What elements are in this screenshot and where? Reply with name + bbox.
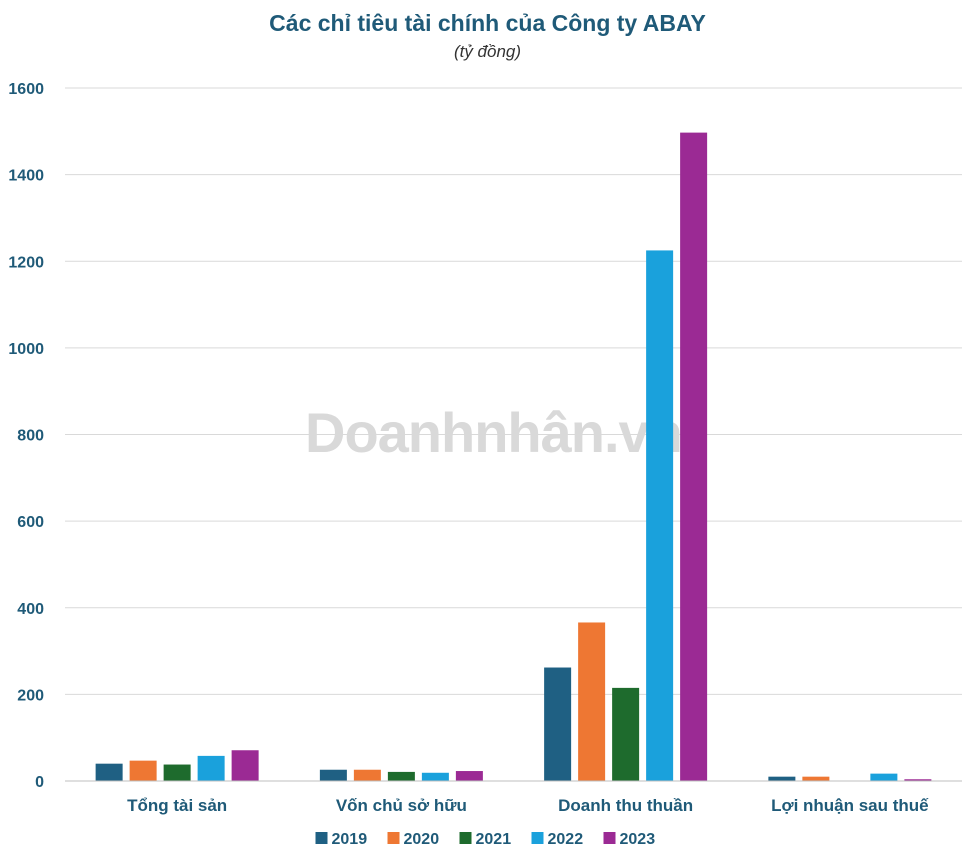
legend-label: 2022 — [548, 831, 584, 848]
watermark-text: Doanhnhân.vn — [305, 401, 683, 464]
bar — [646, 250, 674, 781]
y-tick-label: 1200 — [8, 254, 44, 271]
y-tick-label: 200 — [17, 687, 44, 704]
legend-label: 2020 — [404, 831, 440, 848]
chart-subtitle: (tỷ đồng) — [453, 42, 522, 61]
y-tick-label: 800 — [17, 428, 44, 445]
x-tick-label: Tổng tài sản — [127, 796, 227, 815]
bar — [578, 622, 606, 781]
legend-swatch — [531, 832, 544, 844]
legend-label: 2019 — [332, 831, 368, 848]
bar — [163, 764, 191, 781]
x-tick-label: Lợi nhuận sau thuế — [771, 796, 929, 815]
legend-swatch — [387, 832, 400, 844]
legend-label: 2021 — [476, 831, 512, 848]
bar — [319, 769, 347, 781]
bar — [421, 772, 449, 781]
bar — [387, 771, 415, 781]
legend-swatch — [603, 832, 616, 844]
legend-swatch — [315, 832, 328, 844]
bar — [129, 760, 157, 781]
bar — [870, 773, 898, 781]
bar — [612, 687, 640, 781]
y-tick-label: 1600 — [8, 81, 44, 98]
legend-swatch — [459, 832, 472, 844]
bar — [544, 667, 572, 781]
x-tick-label: Vốn chủ sở hữu — [336, 796, 467, 815]
watermark: Doanhnhân.vn — [305, 400, 683, 465]
x-tick-label: Doanh thu thuần — [558, 796, 693, 815]
bar — [197, 755, 225, 781]
bar — [231, 750, 259, 781]
y-tick-label: 0 — [35, 774, 44, 791]
y-tick-label: 1000 — [8, 341, 44, 358]
bar — [768, 776, 796, 781]
bar — [680, 132, 708, 781]
y-tick-label: 600 — [17, 514, 44, 531]
legend-label: 2023 — [620, 831, 656, 848]
bar — [904, 779, 932, 781]
bar — [353, 769, 381, 781]
y-tick-label: 1400 — [8, 168, 44, 185]
bar — [95, 763, 123, 781]
y-tick-label: 400 — [17, 601, 44, 618]
chart-title: Các chỉ tiêu tài chính của Công ty ABAY — [269, 10, 706, 36]
bar — [455, 771, 483, 781]
bar — [802, 776, 830, 781]
